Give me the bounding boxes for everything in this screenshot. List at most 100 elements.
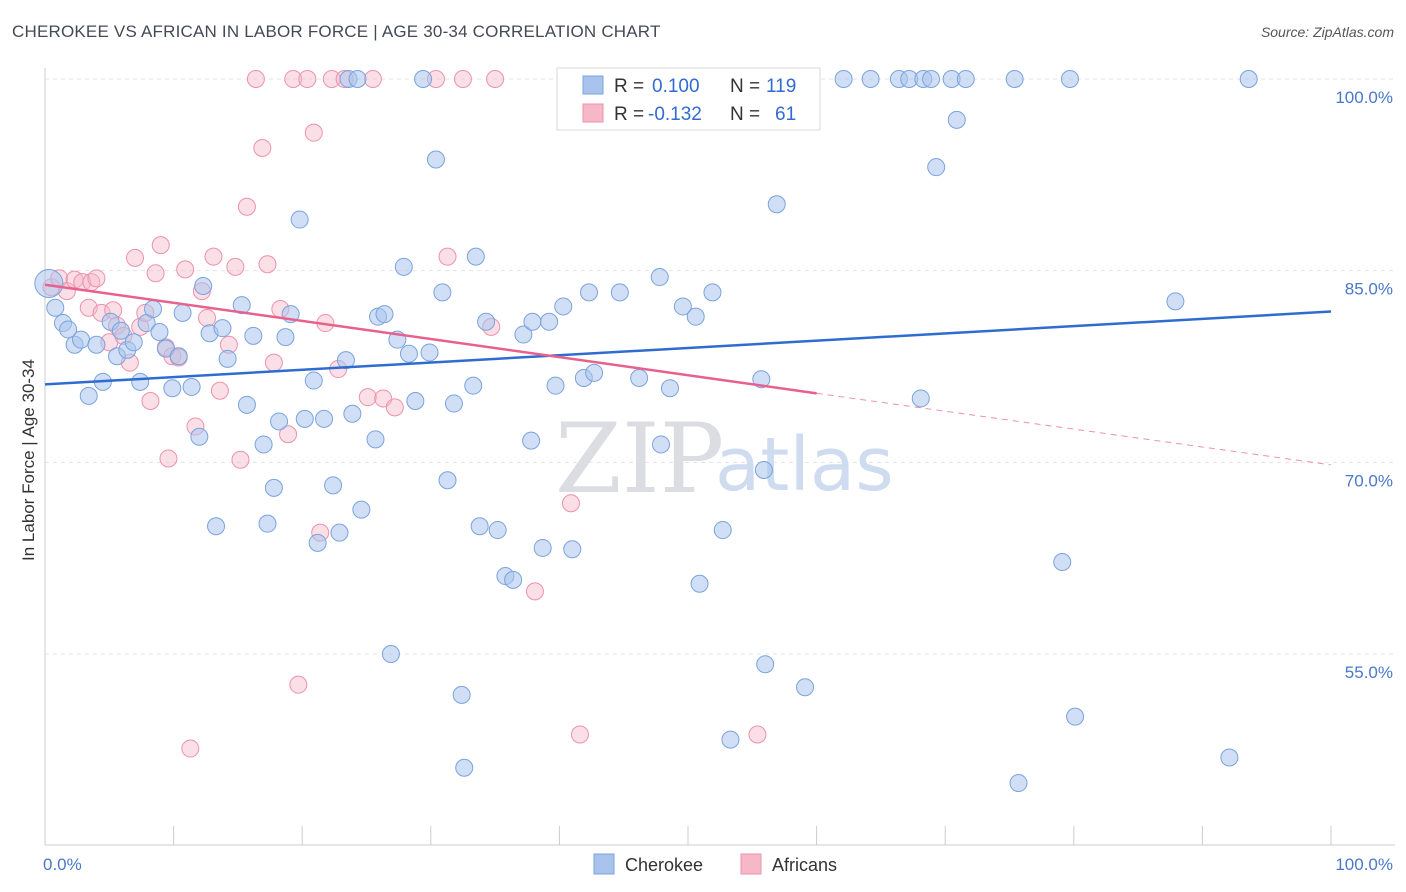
legend-r-label-cherokee: R = — [614, 76, 644, 97]
cherokee-point — [290, 210, 309, 229]
cherokee-point — [721, 730, 740, 749]
cherokee-point — [1220, 748, 1239, 767]
cherokee-point — [381, 645, 400, 663]
legend-r-label-africans: R = — [614, 104, 644, 125]
cherokee-point — [218, 349, 237, 368]
cherokee-point — [213, 319, 232, 338]
africans-point — [253, 139, 272, 157]
trend-lines — [44, 283, 1332, 466]
cherokee-point — [504, 570, 523, 589]
cherokee-point — [343, 404, 362, 423]
legend-n-value-cherokee: 119 — [766, 76, 796, 97]
africans-point — [561, 494, 580, 513]
cherokee-point — [546, 376, 565, 395]
africans-point — [748, 725, 767, 744]
cherokee-point — [686, 307, 705, 326]
africans-point — [525, 582, 544, 601]
africans-point — [363, 70, 382, 88]
y-tick-label: 55.0% — [1345, 663, 1393, 682]
africans-point — [284, 70, 303, 88]
africans-point — [226, 257, 245, 276]
cherokee-point — [464, 376, 483, 395]
cherokee-point — [1060, 70, 1079, 88]
africans-point — [258, 255, 277, 274]
africans-point — [141, 392, 160, 410]
cherokee-point — [514, 325, 533, 344]
bottom-legend-swatch-africans — [740, 853, 762, 875]
africans-point — [385, 398, 404, 417]
axes — [44, 68, 1395, 846]
x-tick-label: 100.0% — [1335, 855, 1393, 874]
cherokee-point — [703, 283, 722, 302]
series-africans-points — [42, 70, 767, 758]
cherokee-point — [150, 323, 169, 341]
cherokee-point — [190, 427, 209, 446]
cherokee-point — [1053, 553, 1072, 571]
cherokee-point — [533, 538, 552, 557]
trend-line-africans — [44, 283, 817, 395]
legend-swatch-cherokee — [582, 75, 604, 95]
cherokee-point — [124, 333, 143, 352]
cherokee-point — [477, 312, 496, 331]
legend-swatch-africans — [582, 103, 604, 123]
chart-title: CHEROKEE VS AFRICAN IN LABOR FORCE | AGE… — [12, 22, 661, 41]
bottom-legend-label-africans: Africans — [772, 855, 837, 875]
tick-labels: 100.0% 85.0% 70.0% 55.0% 0.0% 100.0% — [43, 88, 1393, 874]
cherokee-point — [488, 521, 507, 540]
legend-r-value-cherokee: 0.100 — [652, 76, 700, 97]
africans-point — [146, 264, 165, 283]
cherokee-point — [947, 110, 966, 129]
bottom-legend-swatch-cherokee — [593, 853, 615, 875]
africans-point — [298, 70, 317, 88]
cherokee-point — [315, 409, 334, 428]
cherokee-point — [660, 379, 679, 398]
cherokee-point — [79, 386, 98, 405]
cherokee-point — [523, 312, 542, 331]
trend-line-africans-extension — [816, 392, 1332, 466]
cherokee-point — [366, 430, 385, 449]
cherokee-point — [455, 758, 474, 777]
africans-point — [237, 197, 256, 216]
africans-point — [198, 308, 217, 327]
bottom-legend-label-cherokee: Cherokee — [625, 855, 703, 875]
x-tick-label: 0.0% — [43, 855, 82, 874]
cherokee-point — [540, 312, 559, 331]
africans-point — [304, 123, 323, 142]
africans-point — [246, 70, 265, 88]
cherokee-point — [336, 351, 355, 370]
cherokee-point — [452, 685, 471, 704]
cherokee-point — [237, 395, 256, 414]
legend-box: R = 0.100 N = 119 R = -0.132 N = 61 — [556, 67, 821, 131]
cherokee-point — [194, 277, 213, 295]
africans-point — [126, 248, 145, 267]
cherokee-point — [426, 150, 445, 169]
cherokee-point — [1005, 70, 1024, 88]
cherokee-point — [34, 268, 64, 298]
trend-line-cherokee — [44, 310, 1332, 386]
cherokee-point — [330, 523, 349, 542]
cherokee-point — [752, 370, 771, 389]
cherokee-point — [438, 471, 457, 490]
cherokee-point — [470, 517, 489, 536]
cherokee-point — [690, 574, 709, 593]
africans-point — [358, 388, 377, 407]
y-tick-label: 70.0% — [1345, 471, 1393, 490]
cherokee-point — [276, 328, 295, 347]
cherokee-point — [911, 389, 930, 408]
africans-point — [279, 425, 298, 444]
legend-n-value-africans: 61 — [775, 104, 796, 125]
cherokee-point — [796, 678, 815, 697]
cherokee-point — [414, 70, 433, 88]
cherokee-point — [767, 195, 786, 214]
cherokee-point — [756, 655, 775, 674]
cherokee-point — [563, 540, 582, 559]
cherokee-point — [144, 300, 163, 318]
cherokee-point — [651, 435, 670, 454]
africans-point — [438, 247, 457, 266]
cherokee-point — [585, 363, 604, 382]
africans-point — [486, 70, 505, 88]
cherokee-point — [861, 70, 880, 88]
cherokee-point — [111, 321, 130, 340]
africans-point — [159, 449, 178, 468]
cherokee-point — [1239, 70, 1258, 88]
